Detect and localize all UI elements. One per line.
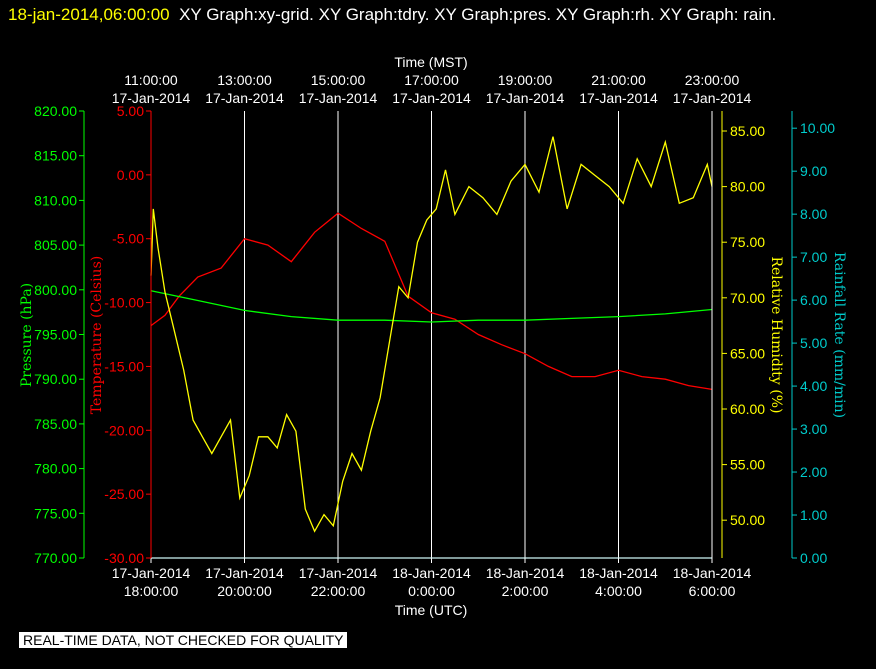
pressure-tick-label: 770.00 [34,550,77,566]
header-graph-titles: XY Graph:xy-grid. XY Graph:tdry. XY Grap… [179,5,777,24]
temperature-tick-label: -5.00 [112,231,144,247]
top-tick-time: 15:00:00 [311,72,366,88]
humidity-tick-label: 50.00 [730,512,765,528]
rain-tick-label: 0.00 [800,550,827,566]
top-tick-time: 11:00:00 [124,72,178,88]
top-tick-date: 17-Jan-2014 [299,90,378,106]
pressure-tick-label: 790.00 [34,371,77,387]
humidity-axis-label: Relative Humidity (%) [768,256,784,413]
bottom-tick-time: 4:00:00 [595,583,642,599]
humidity-tick-label: 55.00 [730,457,765,473]
series-lines [150,136,713,559]
grid-lines [244,111,619,558]
bottom-tick-date: 18-Jan-2014 [579,565,658,581]
bottom-tick-date: 17-Jan-2014 [299,565,378,581]
top-tick-time: 19:00:00 [498,72,553,88]
pressure-series-line [150,290,713,323]
temperature-tick-label: -15.00 [104,358,144,374]
graph-header: 18-jan-2014,06:00:00 XY Graph:xy-grid. X… [8,2,868,28]
top-tick-date: 17-Jan-2014 [392,90,471,106]
rain-tick-label: 3.00 [800,421,827,437]
rain-tick-label: 9.00 [800,163,827,179]
temperature-series-line [150,212,713,391]
top-tick-time: 13:00:00 [217,72,272,88]
pressure-tick-label: 810.00 [34,192,77,208]
pressure-tick-label: 775.00 [34,505,77,521]
bottom-tick-time: 20:00:00 [217,583,272,599]
bottom-tick-time: 22:00:00 [311,583,366,599]
temperature-tick-label: -30.00 [104,550,144,566]
humidity-tick-label: 65.00 [730,345,765,361]
top-axis-label: Time (MST) [394,54,467,70]
top-tick-date: 17-Jan-2014 [673,90,752,106]
top-tick-date: 17-Jan-2014 [579,90,658,106]
rain-tick-label: 7.00 [800,249,827,265]
humidity-series-line [150,136,713,533]
top-tick-date: 17-Jan-2014 [205,90,284,106]
rain-tick-label: 6.00 [800,292,827,308]
axes: 11:00:00 17-Jan-2014 13:00:00 17-Jan-2014 15… [34,72,835,599]
humidity-tick-label: 70.00 [730,290,765,306]
temperature-tick-label: -10.00 [104,295,144,311]
rain-tick-label: 1.00 [800,507,827,523]
temperature-tick-label: 5.00 [117,103,144,119]
top-tick-time: 17:00:00 [404,72,459,88]
temperature-axis-label: Temperature (Celsius) [89,256,105,414]
rain-tick-label: 5.00 [800,335,827,351]
bottom-axis-label: Time (UTC) [395,602,468,618]
rain-axis-label: Rainfall Rate (mm/min) [831,252,847,418]
bottom-tick-time: 0:00:00 [408,583,455,599]
top-tick-date: 17-Jan-2014 [112,90,191,106]
humidity-tick-label: 80.00 [730,179,765,195]
pressure-tick-label: 800.00 [34,282,77,298]
top-tick-time: 21:00:00 [591,72,646,88]
axis-labels: Time (MST) Time (UTC) Pressure (hPa) Tem… [19,54,847,618]
pressure-tick-label: 820.00 [34,103,77,119]
pressure-axis-label: Pressure (hPa) [19,283,35,387]
temperature-tick-label: -25.00 [104,486,144,502]
bottom-tick-time: 2:00:00 [502,583,549,599]
rain-tick-label: 8.00 [800,206,827,222]
pressure-tick-label: 815.00 [34,148,77,164]
pressure-tick-label: 780.00 [34,461,77,477]
quality-disclaimer: REAL-TIME DATA, NOT CHECKED FOR QUALITY [19,632,348,648]
bottom-tick-date: 18-Jan-2014 [486,565,565,581]
bottom-tick-date: 18-Jan-2014 [673,565,752,581]
humidity-tick-label: 75.00 [730,234,765,250]
bottom-tick-time: 6:00:00 [689,583,736,599]
humidity-tick-label: 85.00 [730,123,765,139]
temperature-tick-label: -20.00 [104,422,144,438]
pressure-tick-label: 785.00 [34,416,77,432]
top-tick-date: 17-Jan-2014 [486,90,565,106]
top-tick-time: 23:00:00 [685,72,740,88]
rain-tick-label: 4.00 [800,378,827,394]
bottom-tick-date: 17-Jan-2014 [205,565,284,581]
plot-frame [150,111,713,559]
temperature-tick-label: 0.00 [117,167,144,183]
humidity-tick-label: 60.00 [730,401,765,417]
bottom-tick-date: 17-Jan-2014 [112,565,191,581]
header-timestamp: 18-jan-2014,06:00:00 [8,5,170,24]
bottom-tick-time: 18:00:00 [124,583,179,599]
rain-tick-label: 2.00 [800,464,827,480]
pressure-tick-label: 795.00 [34,327,77,343]
rain-tick-label: 10.00 [800,120,835,136]
bottom-tick-date: 18-Jan-2014 [392,565,471,581]
pressure-tick-label: 805.00 [34,237,77,253]
